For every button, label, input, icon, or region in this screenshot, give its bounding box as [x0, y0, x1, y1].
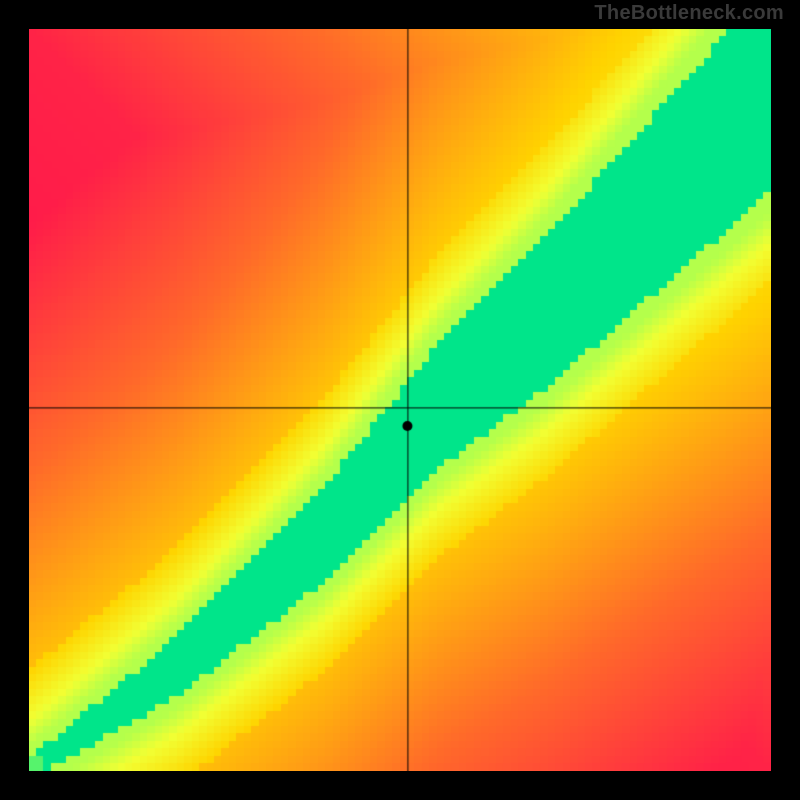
bottleneck-heatmap	[29, 29, 771, 771]
watermark-text: TheBottleneck.com	[594, 2, 784, 25]
chart-frame: TheBottleneck.com	[0, 0, 800, 800]
